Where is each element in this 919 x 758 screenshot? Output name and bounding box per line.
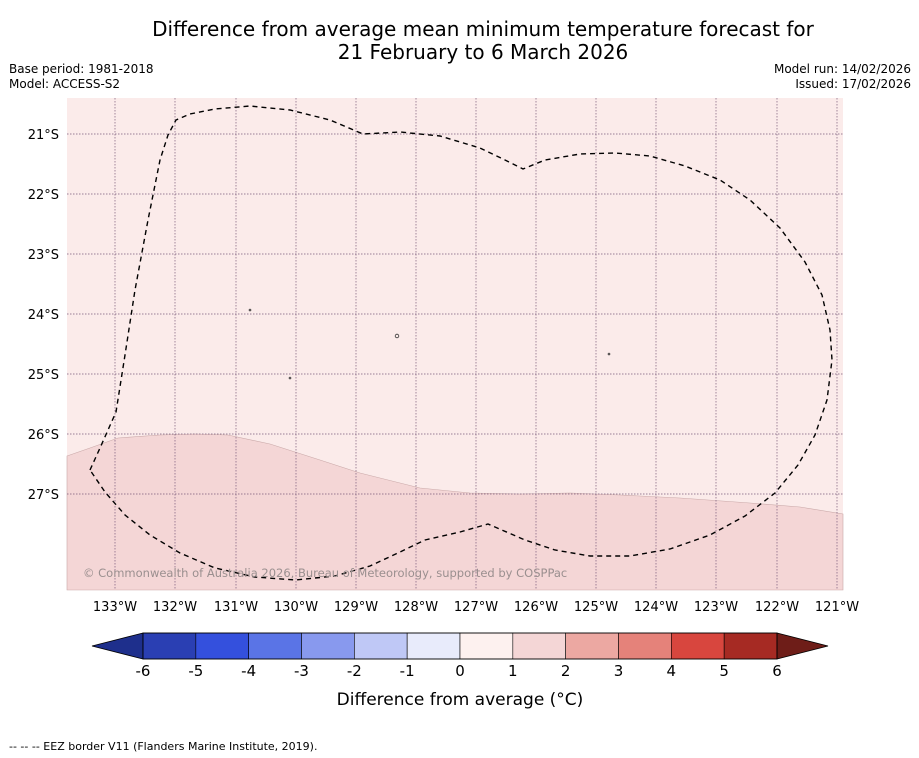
colorbar-segment: [354, 632, 408, 660]
colorbar-frame: [142, 632, 778, 660]
lat-label: 24°S: [28, 308, 59, 323]
lon-label: 124°W: [634, 600, 678, 615]
island: [288, 376, 292, 380]
meta-left: Base period: 1981-2018 Model: ACCESS-S2: [9, 62, 154, 92]
lon-label: 132°W: [153, 600, 197, 615]
colorbar-segment: [142, 632, 197, 660]
colorbar-tick-label: 1: [508, 662, 518, 680]
colorbar-tick-label: -2: [347, 662, 362, 680]
graticule: [67, 98, 843, 590]
colorbar-tick-label: -6: [136, 662, 151, 680]
colorbar-segments: [142, 632, 778, 660]
longitude-labels: 133°W 132°W 131°W 130°W 129°W 128°W 127°…: [93, 600, 859, 615]
islands: [248, 308, 611, 380]
title-line-1: Difference from average mean minimum tem…: [152, 17, 814, 41]
colorbar-tick-label: 6: [772, 662, 782, 680]
map-title: Difference from average mean minimum tem…: [0, 18, 919, 64]
colorbar-segment: [565, 632, 619, 660]
lon-label: 128°W: [394, 600, 438, 615]
colorbar-segment: [671, 632, 725, 660]
colorbar-tick-label: -4: [241, 662, 256, 680]
colorbar-tick-label: 2: [561, 662, 571, 680]
lon-label: 125°W: [574, 600, 618, 615]
colorbar-tick-label: 4: [667, 662, 677, 680]
lon-label: 129°W: [334, 600, 378, 615]
anomaly-region-1-2: [66, 433, 844, 591]
colorbar-extend-low: [91, 632, 144, 660]
lon-label: 131°W: [214, 600, 258, 615]
colorbar-tick-label: -3: [294, 662, 309, 680]
meta-right: Model run: 14/02/2026 Issued: 17/02/2026: [774, 62, 911, 92]
title-line-2: 21 February to 6 March 2026: [337, 40, 629, 64]
colorbar-segment: [195, 632, 249, 660]
colorbar-extend-high: [776, 632, 829, 660]
lon-label: 127°W: [454, 600, 498, 615]
colorbar-segment: [512, 632, 566, 660]
colorbar-ticks: -6 -5 -4 -3 -2 -1 0 1 2 3 4 5 6: [136, 662, 782, 680]
island: [394, 333, 400, 339]
colorbar-segment: [406, 632, 461, 660]
lat-label: 26°S: [28, 428, 59, 443]
lat-label: 21°S: [28, 128, 59, 143]
model-run: Model run: 14/02/2026: [773, 62, 911, 76]
colorbar-tick-label: 0: [455, 662, 465, 680]
model-name: Model: ACCESS-S2: [9, 77, 121, 91]
lon-label: 130°W: [274, 600, 318, 615]
eez-legend-note: -- -- -- EEZ border V11 (Flanders Marine…: [9, 740, 318, 753]
latitude-labels: 21°S 22°S 23°S 24°S 25°S 26°S 27°S: [28, 128, 59, 503]
lon-label: 121°W: [815, 600, 859, 615]
lon-label: 133°W: [93, 600, 137, 615]
lon-label: 123°W: [694, 600, 738, 615]
colorbar-segment: [248, 632, 302, 660]
colorbar-tick-label: -1: [400, 662, 415, 680]
colorbar-tick-label: 3: [614, 662, 624, 680]
eez-border: [89, 105, 833, 581]
lat-label: 23°S: [28, 248, 59, 263]
lat-label: 22°S: [28, 188, 59, 203]
copyright-notice: © Commonwealth of Australia 2026, Bureau…: [83, 566, 567, 580]
colorbar-tick-label: -5: [188, 662, 203, 680]
island: [248, 308, 252, 312]
base-period: Base period: 1981-2018: [9, 62, 154, 76]
lat-label: 25°S: [28, 368, 59, 383]
lon-label: 126°W: [514, 600, 558, 615]
island: [607, 352, 611, 356]
colorbar-segment: [301, 632, 355, 660]
colorbar: -6 -5 -4 -3 -2 -1 0 1 2 3 4 5 6 Difference from aver…: [91, 632, 829, 710]
colorbar-segment: [459, 632, 514, 660]
lat-label: 27°S: [28, 488, 59, 503]
colorbar-label: Difference from average (°C): [337, 690, 584, 710]
colorbar-segment: [723, 632, 778, 660]
issued-date: Issued: 17/02/2026: [795, 77, 911, 91]
colorbar-tick-label: 5: [719, 662, 729, 680]
colorbar-segment: [618, 632, 672, 660]
lon-label: 122°W: [755, 600, 799, 615]
